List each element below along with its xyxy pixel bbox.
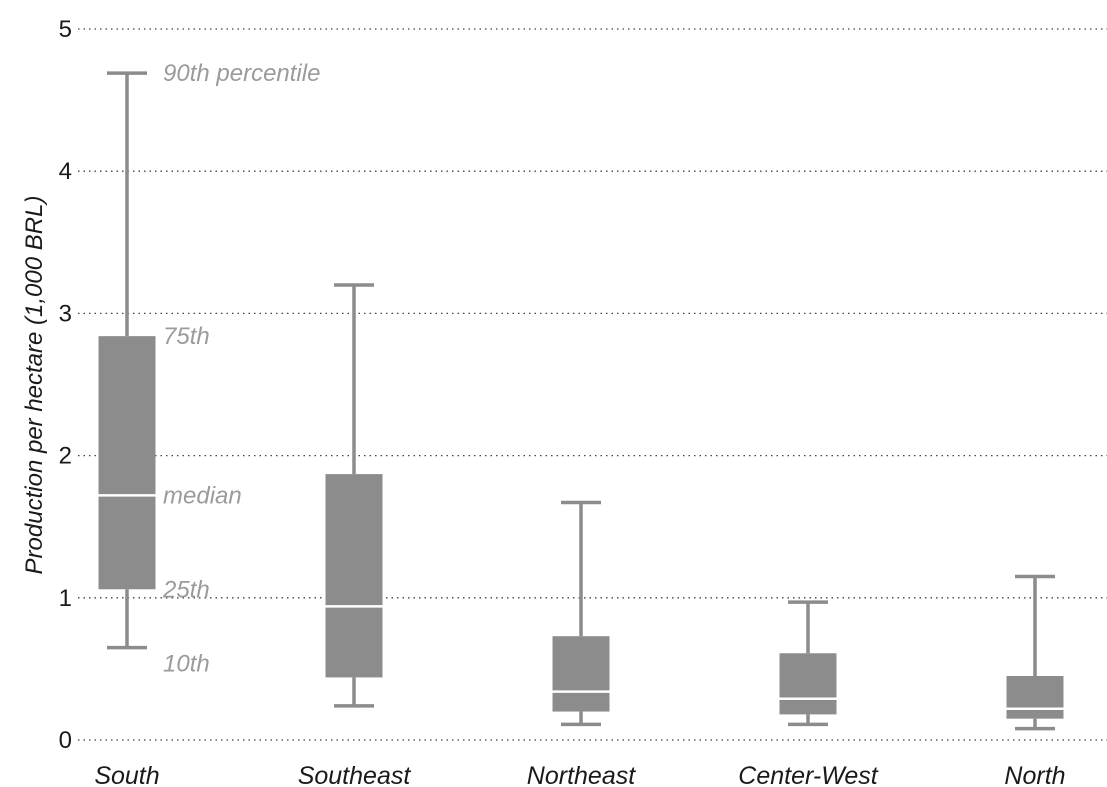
y-tick-label: 3 — [59, 300, 72, 327]
iqr-box — [98, 336, 156, 590]
category-labels: South Southeast Northeast Center-West North — [94, 762, 1065, 787]
iqr-box — [1006, 676, 1064, 719]
category-label: Northeast — [527, 762, 636, 787]
category-label: Center-West — [738, 762, 878, 787]
y-tick-label: 4 — [59, 158, 72, 185]
category-label: South — [94, 762, 159, 787]
grid-lines — [78, 28, 1107, 741]
y-tick-labels: 0 1 2 3 4 5 — [59, 16, 72, 754]
annotation-p90: 90th percentile — [163, 60, 320, 87]
y-tick-label: 2 — [59, 443, 72, 470]
annotation-median: median — [163, 482, 242, 509]
iqr-box — [325, 474, 383, 678]
iqr-box — [552, 636, 610, 712]
box-group — [1006, 574, 1064, 731]
boxes — [98, 71, 1064, 731]
annotation-p25: 25th — [162, 576, 210, 603]
box-group — [325, 283, 383, 708]
iqr-box — [779, 653, 837, 715]
box-group — [98, 71, 156, 650]
y-axis-label: Production per hectare (1,000 BRL) — [21, 196, 48, 575]
annotation-p10: 10th — [163, 651, 210, 678]
y-tick-label: 0 — [59, 727, 72, 754]
category-label: North — [1004, 762, 1065, 787]
category-label: Southeast — [298, 762, 412, 787]
y-tick-label: 1 — [59, 585, 72, 612]
y-tick-label: 5 — [59, 16, 72, 43]
percentile-annotations: 90th percentile 75th median 25th 10th — [162, 60, 320, 677]
box-group — [779, 600, 837, 727]
box-group — [552, 500, 610, 727]
annotation-p75: 75th — [163, 323, 210, 350]
